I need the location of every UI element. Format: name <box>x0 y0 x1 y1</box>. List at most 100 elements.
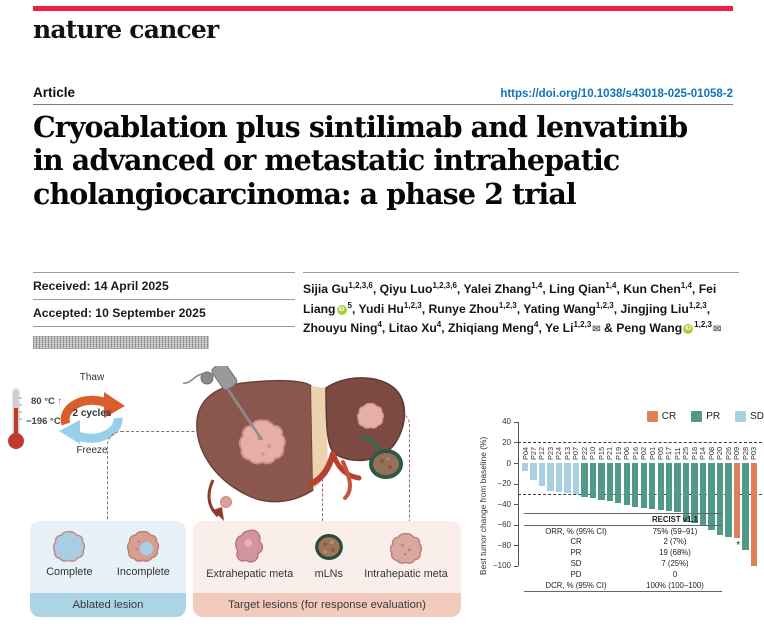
author: Yalei Zhang1,4 <box>463 281 543 297</box>
bar-P26 <box>725 463 732 538</box>
bar-P02 <box>640 463 647 509</box>
incomplete-ablation-item: Incomplete <box>117 529 170 578</box>
orcid-icon[interactable]: iD <box>683 324 694 335</box>
falciform-ligament <box>311 386 328 490</box>
doi-link[interactable]: https://doi.org/10.1038/s43018-025-01058… <box>500 88 733 100</box>
complete-lesion-icon <box>53 530 86 562</box>
bar-P22 <box>581 463 588 497</box>
target-lesions-banner: Target lesions (for response evaluation) <box>193 593 461 617</box>
y-tick <box>514 483 518 485</box>
waterfall-chart: Best tumor change from baseline (%) CR PR… <box>478 393 764 609</box>
y-tick <box>514 442 518 444</box>
mln-connector <box>322 469 323 521</box>
header-rule <box>33 104 733 105</box>
author: Yating Wang1,2,3 <box>523 300 614 316</box>
recist-row-value: 100% (100–100) <box>646 580 704 590</box>
recist-row-label: DCR, % (95% CI) <box>545 580 607 590</box>
bar-P13 <box>564 463 571 493</box>
ablated-lesion-banner: Ablated lesion <box>30 593 186 617</box>
freeze-temperature-value: −196 °C <box>26 416 61 427</box>
bar-label-P02: P02 <box>639 446 649 460</box>
y-tick <box>514 545 518 547</box>
y-tick-label: 20 <box>502 437 511 447</box>
legend-label-CR: CR <box>661 411 677 422</box>
bar-P17 <box>665 463 673 512</box>
recist-row-0: ORR, % (95% CI) 75% (59–91) <box>524 526 722 537</box>
incomplete-label: Incomplete <box>116 566 170 578</box>
extrahepatic-meta-item: Extrahepatic meta <box>206 529 293 580</box>
mln-icon <box>314 534 343 560</box>
cycles-label: 2 cycles <box>72 408 112 419</box>
cryoprobe-needle <box>221 381 264 441</box>
orcid-icon[interactable]: iD <box>336 304 347 315</box>
author: Yudi Hu1,2,3 <box>358 300 422 316</box>
author: Kun Chen1,4 <box>623 281 692 297</box>
bar-P16 <box>632 463 639 508</box>
thermometer-icon <box>8 388 24 449</box>
author-affiliations: 1,2,3 <box>498 300 517 310</box>
extrahepatic-meta-label: Extrahepatic meta <box>206 568 294 580</box>
thaw-temperature: 80 °C ↑ <box>31 396 62 407</box>
author: Fei Liang iD5 <box>303 282 717 316</box>
complete-label: Complete <box>46 566 93 578</box>
bar-P10 <box>589 463 597 498</box>
author-affiliations: 4 <box>436 320 442 330</box>
metastatic-lymph-node <box>369 449 403 479</box>
bar-label-P10: P10 <box>588 446 598 460</box>
bar-P15 <box>598 463 605 500</box>
bar-P01 <box>649 463 656 510</box>
bar-label-P14: P14 <box>698 446 708 460</box>
recist-row-1: CR 2 (7%) <box>524 537 722 548</box>
recist-row-value: 0 <box>672 569 678 579</box>
y-tick <box>514 504 518 506</box>
y-tick-label: −60 <box>497 520 511 530</box>
recist-row-label: PR <box>570 548 582 558</box>
significance-asterisk: * <box>736 540 741 552</box>
author-affiliations: 5 <box>347 300 352 310</box>
complete-ablation-item: Complete <box>46 529 92 578</box>
journal-logo: nature cancer <box>33 15 219 44</box>
bar-P12 <box>538 463 546 486</box>
y-tick <box>514 463 518 464</box>
recist-row-value: 19 (68%) <box>659 548 691 558</box>
bar-P03 <box>750 463 757 566</box>
thaw-temperature-value: 80 °C <box>31 396 55 407</box>
y-tick-label: −20 <box>497 479 511 489</box>
bar-P04 <box>522 463 529 472</box>
left-lobe-tumor <box>238 419 286 465</box>
bar-label-P03: P03 <box>749 446 759 460</box>
y-tick <box>514 524 518 526</box>
author-list: Sijia Gu1,2,3,6, Qiyu Luo1,2,3,6, Yalei … <box>303 272 739 339</box>
freeze-label: Freeze <box>76 445 108 456</box>
legend-item-PR: PR <box>691 411 720 422</box>
author: Peng Wang iD1,2,3✉ <box>616 320 722 336</box>
intrahepatic-meta-icon <box>390 532 422 564</box>
recist-row-label: ORR, % (95% CI) <box>545 526 607 536</box>
bar-P14 <box>699 463 707 525</box>
title-line-2: in advanced or metastatic intrahepatic <box>33 143 620 178</box>
author: Zhouyu Ning4 <box>303 320 382 336</box>
bar-P09 <box>733 463 741 539</box>
recist-row-value: 7 (25%) <box>661 559 689 569</box>
email-icon[interactable]: ✉ <box>712 324 722 336</box>
author: Zhiqiang Meng4 <box>448 320 539 336</box>
author: Ye Li1,2,3✉ <box>545 320 601 336</box>
incomplete-lesion-icon <box>127 530 160 562</box>
y-tick-label: −80 <box>497 540 511 550</box>
bar-P28 <box>742 463 749 551</box>
author-affiliations: 1,4 <box>680 281 692 290</box>
bar-P24 <box>555 463 563 492</box>
y-tick <box>514 565 518 567</box>
redacted-published-line <box>33 336 209 349</box>
recist-row-4: PD 0 <box>524 569 722 580</box>
freeze-thaw-cycle-icon <box>59 392 125 444</box>
chart-plot-area: 40 20 0 −20 −40 −60 −80 −100 P04 P27 P12 P23 P24 P13 P… <box>478 393 764 609</box>
bar-label-P09: P09 <box>732 446 742 460</box>
mln-item: mLNs <box>312 529 346 580</box>
recist-row-2: PR 19 (68%) <box>524 547 722 558</box>
ablated-lesion-box: Complete Incomplete Ablated lesion <box>30 521 186 617</box>
bar-label-P07: P07 <box>571 446 581 460</box>
bar-label-P20: P20 <box>715 446 725 460</box>
metastasis-spread-arrow <box>207 479 232 521</box>
email-icon[interactable]: ✉ <box>592 324 601 336</box>
